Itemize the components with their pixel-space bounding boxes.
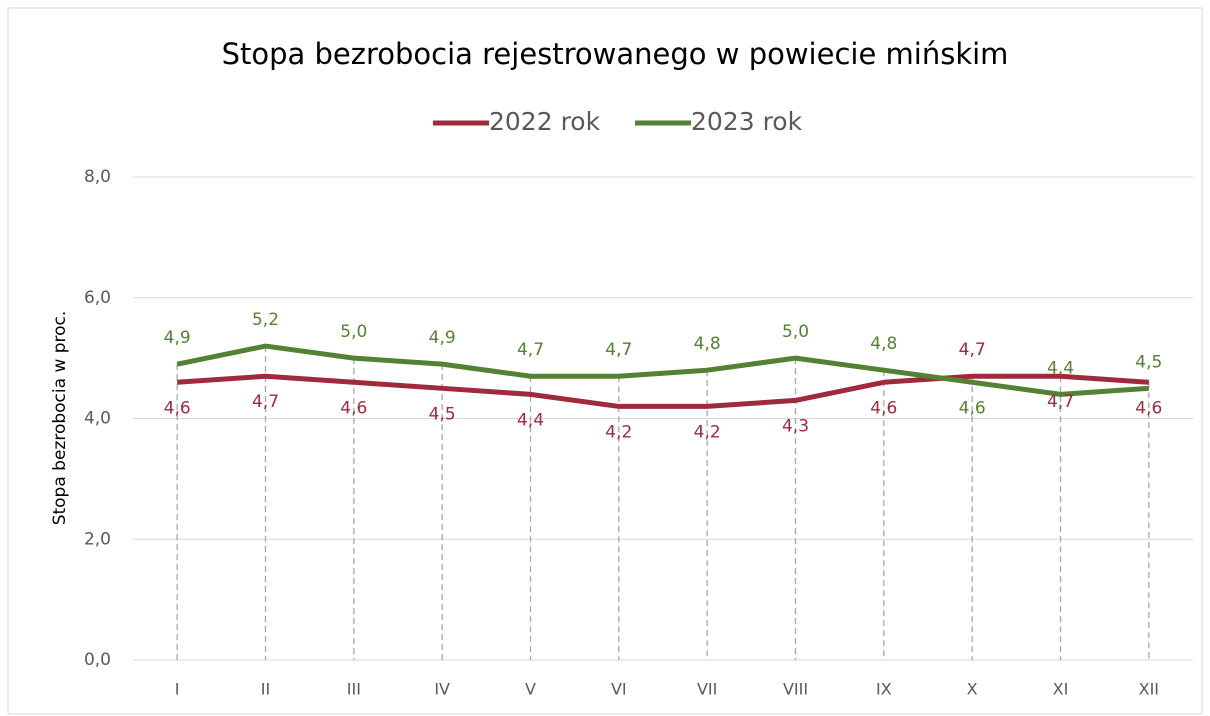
data-label: 4,5 — [1135, 352, 1162, 372]
x-tick-label: II — [261, 680, 270, 699]
data-label: 4,4 — [517, 410, 544, 430]
x-tick-label: IV — [434, 680, 450, 699]
legend-label: 2023 rok — [691, 107, 803, 136]
x-tick-label: IX — [876, 680, 892, 699]
y-tick-label: 0,0 — [84, 650, 111, 670]
x-tick-label: XI — [1053, 680, 1069, 699]
x-tick-label: I — [175, 680, 180, 699]
x-tick-label: V — [525, 680, 536, 699]
y-tick-label: 4,0 — [84, 409, 111, 429]
x-tick-label: III — [347, 680, 361, 699]
data-label: 4,6 — [340, 398, 367, 418]
data-label: 4,7 — [959, 340, 986, 360]
data-label: 4,3 — [782, 416, 809, 436]
data-label: 5,0 — [782, 322, 809, 342]
data-label: 4,5 — [429, 404, 456, 424]
legend-label: 2022 rok — [489, 107, 601, 136]
data-label: 4,6 — [959, 398, 986, 418]
data-label: 4,6 — [1135, 398, 1162, 418]
data-label: 4,8 — [694, 334, 721, 354]
line-series — [176, 373, 1150, 409]
x-tick-label: XII — [1139, 680, 1159, 699]
data-label: 4,2 — [694, 422, 721, 442]
data-label: 4,4 — [1047, 358, 1074, 378]
y-tick-label: 8,0 — [84, 167, 111, 187]
data-label: 4,9 — [164, 328, 191, 348]
y-tick-label: 6,0 — [84, 288, 111, 308]
data-label: 4,6 — [164, 398, 191, 418]
data-label: 4,9 — [429, 328, 456, 348]
chart-title: Stopa bezrobocia rejestrowanego w powiec… — [222, 37, 1009, 71]
y-axis-label: Stopa bezrobocia w proc. — [50, 311, 70, 526]
y-tick-label: 2,0 — [84, 529, 111, 549]
data-label: 4,7 — [1047, 392, 1074, 412]
data-label: 4,7 — [517, 340, 544, 360]
data-label: 4,2 — [605, 422, 632, 442]
data-label: 5,2 — [252, 310, 279, 330]
data-label: 4,7 — [605, 340, 632, 360]
data-label: 4,7 — [252, 392, 279, 412]
data-label: 4,6 — [870, 398, 897, 418]
x-tick-label: VII — [697, 680, 717, 699]
chart-frame — [7, 7, 1203, 715]
x-tick-label: VI — [611, 680, 627, 699]
x-tick-label: X — [967, 680, 978, 699]
x-tick-label: VIII — [783, 680, 808, 699]
line-series — [176, 343, 1150, 397]
data-label: 5,0 — [340, 322, 367, 342]
data-label: 4,8 — [870, 334, 897, 354]
